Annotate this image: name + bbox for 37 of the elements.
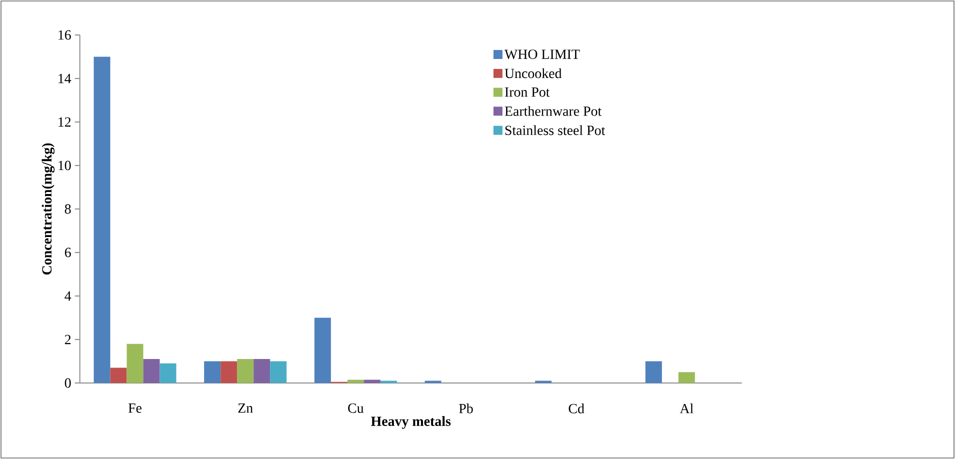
bar [347, 380, 364, 383]
bar [237, 359, 254, 383]
x-tick-label: Zn [238, 403, 253, 413]
x-tick-label: Pb [459, 403, 473, 414]
bar [126, 344, 144, 383]
bar [314, 318, 331, 383]
y-tick-label: 14 [58, 74, 72, 84]
y-tick-label: 12 [58, 117, 71, 127]
bar [143, 359, 160, 383]
bar [204, 361, 221, 383]
x-tick-label: Fe [128, 403, 142, 413]
x-tick-label: Cd [568, 403, 584, 414]
legend-label: Uncooked [504, 68, 562, 78]
y-tick-label: 4 [64, 291, 72, 301]
x-tick-label: Al [680, 403, 694, 414]
x-tick-label: Cu [348, 404, 364, 413]
bar [110, 368, 127, 383]
bar [645, 361, 662, 383]
bar [94, 56, 110, 383]
bar [254, 359, 270, 383]
y-tick-label: 2 [64, 334, 71, 344]
legend-label: WHO LIMIT [504, 50, 580, 60]
legend-label: Earthernware Pot [504, 106, 602, 116]
legend-label: Iron Pot [504, 87, 550, 97]
y-tick-label: 6 [64, 248, 71, 258]
bar [270, 361, 287, 383]
y-tick-label: 10 [58, 160, 71, 170]
y-tick-label: 16 [58, 30, 71, 40]
y-tick-label: 0 [64, 378, 71, 388]
bar [160, 363, 176, 383]
bar [220, 361, 238, 383]
bar [678, 372, 695, 383]
y-axis-title: Concentration(mg/kg) [42, 143, 55, 275]
bar [364, 380, 380, 383]
legend-label: Stainless steel Pot [505, 125, 606, 136]
x-axis-title: Heavy metals [370, 416, 451, 429]
y-tick-label: 8 [64, 204, 71, 214]
